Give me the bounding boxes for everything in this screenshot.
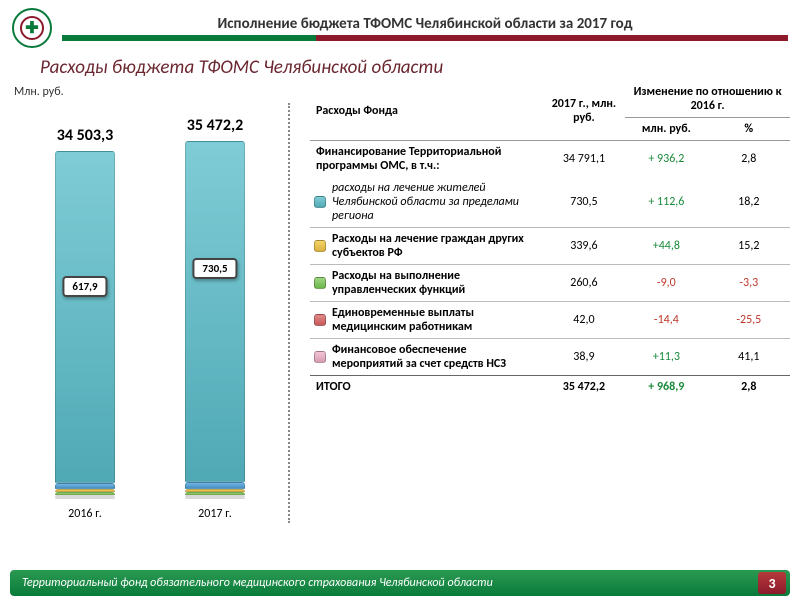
table-row: Финансовое обеспечение мероприятий за сч… [310,339,790,376]
page-number: 3 [758,572,786,594]
th-year: 2017 г., млн. руб. [543,81,625,141]
row-value: +44,8 [625,228,707,265]
row-value: 260,6 [543,265,625,302]
table-row: Расходы на лечение граждан других субъек… [310,228,790,265]
row-value: 730,5 [543,177,625,228]
th-change-pct: % [708,118,790,141]
row-name: Финансовое обеспечение мероприятий за сч… [310,339,543,376]
stacked-bar [185,141,245,499]
series-marker-icon [314,314,326,326]
row-name: Финансирование Территориальной программы… [310,141,543,178]
row-value: 35 472,2 [543,376,625,399]
stacked-bar-chart: 34 503,3 617,9 2016 г. 35 472,2 730,5 2017 г. [10,103,290,523]
row-name: расходы на лечение жителей Челябинской о… [310,177,543,228]
row-name: Расходы на лечение граждан других субъек… [310,228,543,265]
stacked-bar [55,151,115,499]
header: ✚ Исполнение бюджета ТФОМС Челябинской о… [0,0,800,48]
row-value: 15,2 [708,228,790,265]
table-row: расходы на лечение жителей Челябинской о… [310,177,790,228]
page-title: Исполнение бюджета ТФОМС Челябинской обл… [62,15,788,33]
bar-total-label: 34 503,3 [57,126,113,145]
row-value: + 112,6 [625,177,707,228]
table-area: Расходы Фонда 2017 г., млн. руб. Изменен… [310,81,790,523]
series-marker-icon [314,196,326,208]
row-value: 2,8 [708,376,790,399]
bar-callout: 617,9 [62,276,107,297]
bar-total-label: 35 472,2 [187,116,243,135]
row-name: Единовременные выплаты медицинским работ… [310,302,543,339]
row-value: -25,5 [708,302,790,339]
row-value: + 968,9 [625,376,707,399]
x-axis-label: 2016 г. [40,507,130,521]
title-block: Исполнение бюджета ТФОМС Челябинской обл… [62,15,788,41]
row-value: 34 791,1 [543,141,625,178]
title-divider [62,35,788,41]
table-row: Единовременные выплаты медицинским работ… [310,302,790,339]
bar-group: 34 503,3 617,9 [40,126,130,499]
row-value: 339,6 [543,228,625,265]
th-change-abs: млн. руб. [625,118,707,141]
table-row: Финансирование Территориальной программы… [310,141,790,178]
series-marker-icon [314,240,326,252]
unit-label: Млн. руб. [14,85,310,99]
series-marker-icon [314,351,326,363]
row-name: ИТОГО [310,376,543,399]
bar-segment [185,141,245,482]
row-value: -9,0 [625,265,707,302]
row-value: 2,8 [708,141,790,178]
table-row: Расходы на выполнение управленческих фун… [310,265,790,302]
footer: Территориальный фонд обязательного медиц… [10,570,790,596]
row-value: +11,3 [625,339,707,376]
series-marker-icon [314,277,326,289]
th-change: Изменение по отношению к 2016 г. [625,81,790,118]
footer-text: Территориальный фонд обязательного медиц… [22,576,493,590]
chart-area: Млн. руб. 34 503,3 617,9 2016 г. 35 472,2 73… [10,81,310,523]
table-row: ИТОГО35 472,2+ 968,92,8 [310,376,790,399]
bar-segment [185,482,245,489]
bar-callout: 730,5 [192,258,237,279]
row-value: 41,1 [708,339,790,376]
expenses-table: Расходы Фонда 2017 г., млн. руб. Изменен… [310,81,790,398]
row-value: + 936,2 [625,141,707,178]
bar-segment [55,497,115,499]
row-name: Расходы на выполнение управленческих фун… [310,265,543,302]
cross-icon: ✚ [25,18,38,38]
bar-segment [185,497,245,499]
subtitle: Расходы бюджета ТФОМС Челябинской област… [40,56,800,79]
x-axis-label: 2017 г. [170,507,260,521]
row-value: 18,2 [708,177,790,228]
logo-icon: ✚ [12,8,52,48]
bar-segment [55,151,115,483]
th-name: Расходы Фонда [310,81,543,141]
row-value: 42,0 [543,302,625,339]
row-value: -3,3 [708,265,790,302]
row-value: -14,4 [625,302,707,339]
bar-group: 35 472,2 730,5 [170,116,260,499]
row-value: 38,9 [543,339,625,376]
